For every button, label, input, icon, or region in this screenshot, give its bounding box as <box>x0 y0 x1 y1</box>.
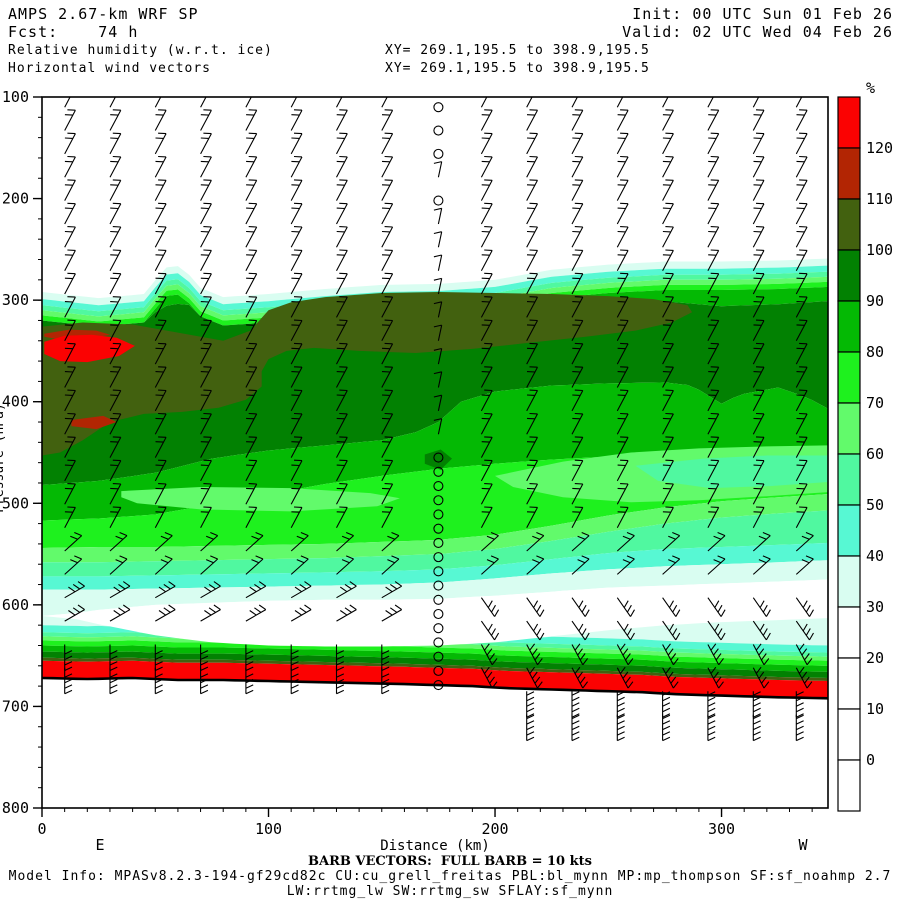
model-title: AMPS 2.67-km WRF SP <box>8 5 199 23</box>
terrain-line <box>42 676 828 700</box>
xy-range-2: XY= 269.1,195.5 to 398.9,195.5 <box>385 61 650 76</box>
x-end-label-east: E <box>95 836 104 854</box>
colorbar-tick-label: 40 <box>866 547 884 565</box>
spring-patch-right <box>635 455 828 489</box>
colorbar-title: % <box>866 79 875 97</box>
init-time: Init: 00 UTC Sun 01 Feb 26 <box>632 5 893 23</box>
y-tick-label: 400 <box>2 393 29 411</box>
y-tick-label: 300 <box>2 291 29 309</box>
colorbar-tick-label: 90 <box>866 292 884 310</box>
valid-time: Valid: 02 UTC Wed 04 Feb 26 <box>622 23 893 41</box>
brick-patch-lower <box>71 415 117 430</box>
field-name-wind: Horizontal wind vectors <box>8 61 212 76</box>
colorbar-tick-label: 10 <box>866 700 884 718</box>
x-axis-title: Distance (km) <box>380 838 490 854</box>
field-name-rh: Relative humidity (w.r.t. ice) <box>8 43 273 58</box>
y-axis-title: Pressure (hPa) <box>0 403 7 513</box>
model-info: Model Info: MPASv8.2.3-194-gf29cd82c CU:… <box>8 869 892 884</box>
rh-filled-contours <box>42 258 828 808</box>
colorbar-tick-label: 120 <box>866 139 893 157</box>
x-end-label-west: W <box>798 836 808 854</box>
colorbar-tick-label: 80 <box>866 343 884 361</box>
colorbar <box>837 96 861 812</box>
y-tick-label: 100 <box>2 88 29 106</box>
barb-legend: BARB VECTORS: FULL BARB = 10 kts <box>308 854 592 869</box>
axes <box>33 96 829 817</box>
x-tick-label: 0 <box>37 820 46 838</box>
colorbar-tick-label: 110 <box>866 190 893 208</box>
axis-labels: 100 200 300 400 500 600 700 800 0 100 200 300 E W Dist… <box>0 88 808 854</box>
xy-range-1: XY= 269.1,195.5 to 398.9,195.5 <box>385 43 650 58</box>
colorbar-tick-label: 100 <box>866 241 893 259</box>
colorbar-tick-label: 70 <box>866 394 884 412</box>
radiation-schemes: LW:rrtmg_lw SW:rrtmg_sw SFLAY:sf_mynn <box>286 884 614 899</box>
colorbar-tick-label: 50 <box>866 496 884 514</box>
light-lens-mid <box>121 487 400 512</box>
colorbar-tick-label: 0 <box>866 751 875 769</box>
y-tick-label: 600 <box>2 596 29 614</box>
colorbar-tick-label: 60 <box>866 445 884 463</box>
x-tick-label: 100 <box>255 820 282 838</box>
darkgreen-speck <box>424 449 452 470</box>
below-terrain-mask <box>42 678 828 808</box>
y-tick-label: 500 <box>2 494 29 512</box>
red-blob-left <box>44 334 135 363</box>
y-tick-label: 200 <box>2 190 29 208</box>
wind-barbs <box>64 97 814 742</box>
olive-mid-band-and-left-blob <box>42 292 693 456</box>
x-tick-label: 300 <box>708 820 735 838</box>
colorbar-tick-label: 20 <box>866 649 884 667</box>
forecast-hour: Fcst: 74 h <box>8 23 139 41</box>
y-tick-label: 700 <box>2 697 29 715</box>
x-tick-label: 200 <box>481 820 508 838</box>
colorbar-tick-label: 30 <box>866 598 884 616</box>
y-tick-label: 800 <box>2 799 29 817</box>
